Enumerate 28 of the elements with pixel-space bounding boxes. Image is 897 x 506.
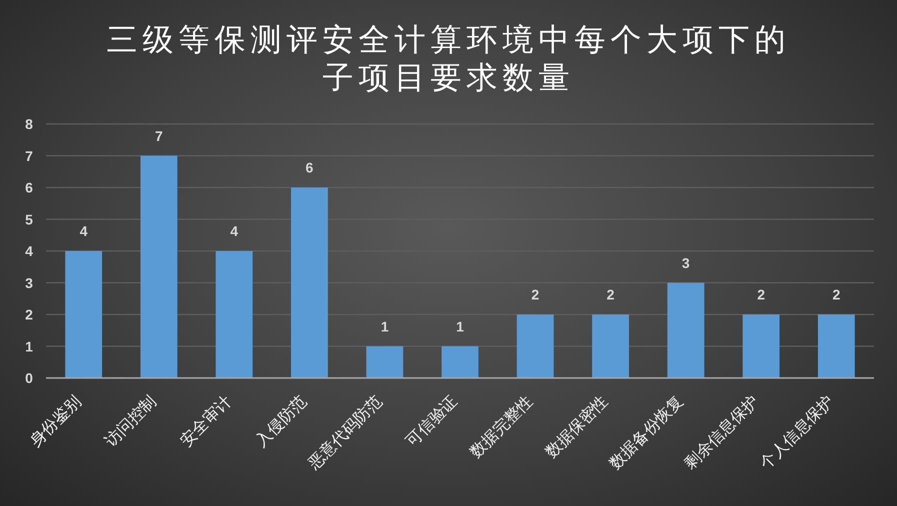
y-tick-label: 1 (25, 338, 34, 354)
y-tick-label: 3 (25, 274, 34, 291)
y-tick-label: 6 (25, 180, 34, 196)
data-label: 6 (306, 160, 314, 176)
title: 三级等保测评安全计算环境中每个大项下的子项目要求数量 (106, 22, 790, 95)
y-tick-label: 0 (25, 370, 34, 386)
x-tick-label: 身份鉴别 (27, 392, 84, 450)
x-tick-label: 个人信息保护 (756, 392, 838, 473)
data-label: 2 (832, 286, 840, 302)
y-tick-label: 2 (25, 306, 34, 322)
y-tick-label: 4 (25, 243, 34, 259)
data-label: 3 (682, 254, 690, 271)
x-tick-label: 入侵防范 (252, 392, 310, 450)
data-label: 2 (531, 286, 540, 302)
y-tick-label: 7 (25, 148, 34, 164)
x-tick-label: 数据完整性 (466, 392, 536, 462)
data-label: 4 (80, 223, 88, 239)
data-label: 7 (155, 128, 164, 144)
y-tick-label: 5 (25, 211, 34, 228)
data-label: 1 (380, 318, 389, 334)
data-label: 2 (757, 286, 766, 302)
y-tick-label: 8 (25, 116, 34, 132)
data-label: 2 (606, 286, 615, 302)
x-tick-label: 访问控制 (102, 392, 160, 450)
x-tick-label: 可信验证 (404, 392, 461, 450)
data-label: 1 (456, 318, 464, 334)
x-tick-label: 安全审计 (177, 392, 236, 450)
data-label: 4 (230, 223, 238, 239)
